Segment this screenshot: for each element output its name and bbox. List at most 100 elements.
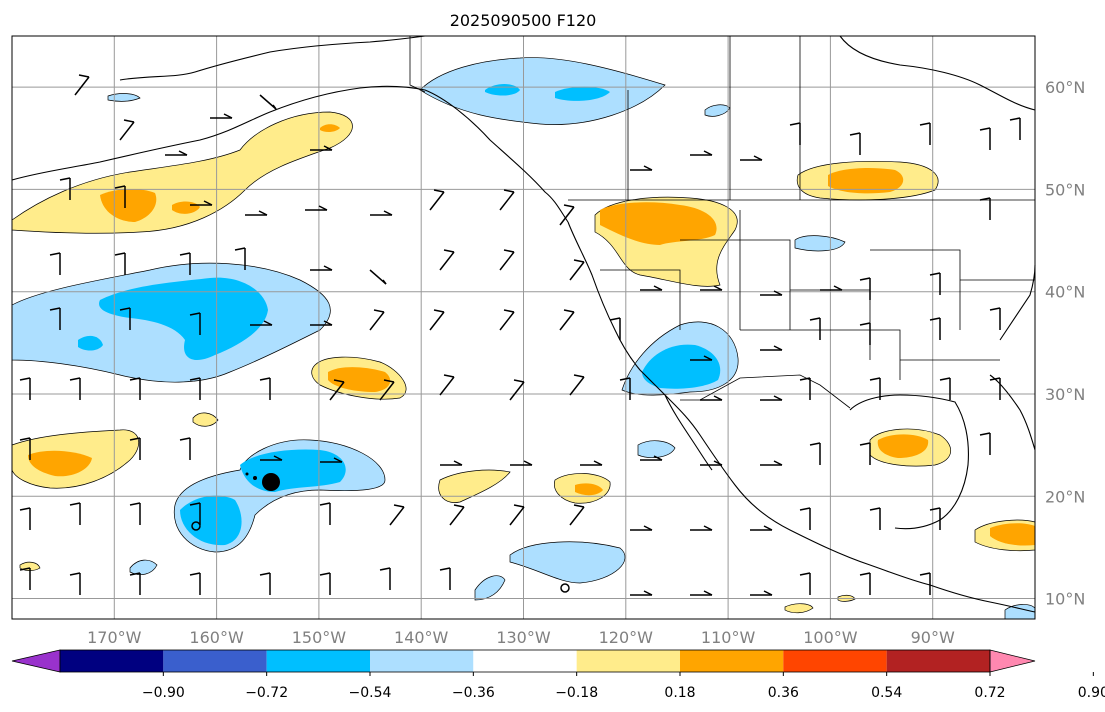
wind-barb xyxy=(189,502,201,525)
hawaii-small-2 xyxy=(245,472,249,476)
colorbar-tick-label: −0.18 xyxy=(555,685,598,701)
wind-barb xyxy=(859,572,871,595)
lat-label: 60°N xyxy=(1045,78,1085,97)
wind-barb xyxy=(499,189,515,211)
wind-barb xyxy=(179,437,191,460)
wind-barb xyxy=(979,432,991,455)
pos-mid-gulf xyxy=(877,434,929,458)
west-coast-us xyxy=(567,221,931,586)
wind-barb xyxy=(329,379,345,401)
wind-barb xyxy=(114,252,126,275)
east-coast xyxy=(999,264,1036,341)
wind-barb xyxy=(319,502,331,525)
wind-barb xyxy=(259,94,277,110)
wind-barb xyxy=(569,259,585,281)
wind-barb xyxy=(809,442,821,465)
us-mexico-border xyxy=(680,374,851,409)
wind-barb xyxy=(379,567,391,590)
wind-barb xyxy=(389,504,405,526)
florida xyxy=(989,374,1036,451)
wind-barb xyxy=(310,265,333,271)
wind-barb xyxy=(820,285,843,291)
wind-barb xyxy=(369,309,385,331)
wind-barb xyxy=(989,307,1001,330)
wind-barb xyxy=(510,460,533,466)
wind-barb xyxy=(379,379,395,401)
wind-barb xyxy=(439,249,455,271)
wind-barb xyxy=(859,322,871,345)
baja-peninsula xyxy=(664,394,713,471)
colorbar-tick-label: −0.72 xyxy=(245,685,288,701)
pos-mid-west-pacific xyxy=(28,450,92,477)
wind-barb xyxy=(859,442,871,465)
lat-label: 30°N xyxy=(1045,385,1085,404)
wind-barb xyxy=(929,272,941,295)
colorbar-tick-label: 0.54 xyxy=(871,685,902,701)
colorbar-tick-label: −0.36 xyxy=(452,685,495,701)
coastlines xyxy=(11,35,1036,613)
wind-barb xyxy=(234,247,246,270)
wind-barb xyxy=(929,507,941,530)
neg-mid-hawaii xyxy=(180,495,242,546)
wind-barb xyxy=(929,317,941,340)
wind-barb xyxy=(559,309,575,331)
colorbar-segment xyxy=(680,650,784,672)
wind-barb xyxy=(49,252,61,275)
wind-barb xyxy=(869,377,881,400)
wind-barb xyxy=(859,277,871,300)
wind-barb xyxy=(260,455,283,461)
wind-barb xyxy=(700,460,723,466)
wind-barb xyxy=(19,377,31,400)
longitude-labels: 170°W 160°W 150°W 140°W 130°W 120°W 110°W 100°W… xyxy=(87,628,955,647)
pos-mid-caribbean xyxy=(990,523,1035,546)
wind-barb xyxy=(129,377,141,400)
wind-barb xyxy=(59,177,71,200)
pos-mid-baja xyxy=(575,483,603,496)
colorbar-segment xyxy=(576,650,680,672)
wind-barb xyxy=(499,249,515,271)
hudson-area xyxy=(839,35,1036,111)
colorbar xyxy=(11,649,1036,673)
wind-barbs xyxy=(19,74,1021,596)
state-line-5 xyxy=(870,249,961,330)
central-america xyxy=(929,584,1036,613)
chart-title: 2025090500 F120 xyxy=(450,11,597,30)
pos-region-aleutians xyxy=(11,111,353,234)
wind-barb xyxy=(630,165,653,171)
hawaii-big-island xyxy=(262,473,280,491)
lon-label: 150°W xyxy=(292,628,347,647)
wind-barb xyxy=(69,377,81,400)
wind-barb xyxy=(114,185,126,208)
wind-barb xyxy=(559,204,575,226)
wind-barb xyxy=(640,285,663,291)
colorbar-tick-label: 0.90 xyxy=(1078,685,1105,701)
wind-barb xyxy=(799,377,811,400)
wind-barb xyxy=(429,309,445,331)
wind-barb xyxy=(165,150,188,156)
wind-barb xyxy=(305,205,328,211)
wind-barb xyxy=(69,502,81,525)
wind-barb xyxy=(630,590,653,596)
wind-barb xyxy=(119,307,131,330)
wind-barb xyxy=(440,460,463,466)
colorbar-tick-label: 0.72 xyxy=(974,685,1005,701)
wind-barb xyxy=(449,504,465,526)
wind-barb xyxy=(939,377,951,400)
wind-barb xyxy=(869,507,881,530)
islands xyxy=(191,472,570,593)
wind-barb xyxy=(760,290,783,296)
colorbar-segment xyxy=(473,650,577,672)
lon-label: 130°W xyxy=(496,628,551,647)
wind-barb xyxy=(19,567,31,590)
wind-barb xyxy=(49,307,61,330)
wind-barb xyxy=(760,345,783,351)
wind-barb xyxy=(119,119,135,141)
wind-barb xyxy=(640,455,663,461)
colorbar-tick-labels: −0.90 −0.72 −0.54 −0.36 −0.18 0.18 0.36 0.54 0.7… xyxy=(142,672,1105,701)
wind-barb xyxy=(740,155,763,161)
colorbar-segment xyxy=(370,650,474,672)
political-borders xyxy=(409,36,1035,409)
map-grid xyxy=(12,36,1035,619)
wind-barb xyxy=(189,312,201,335)
